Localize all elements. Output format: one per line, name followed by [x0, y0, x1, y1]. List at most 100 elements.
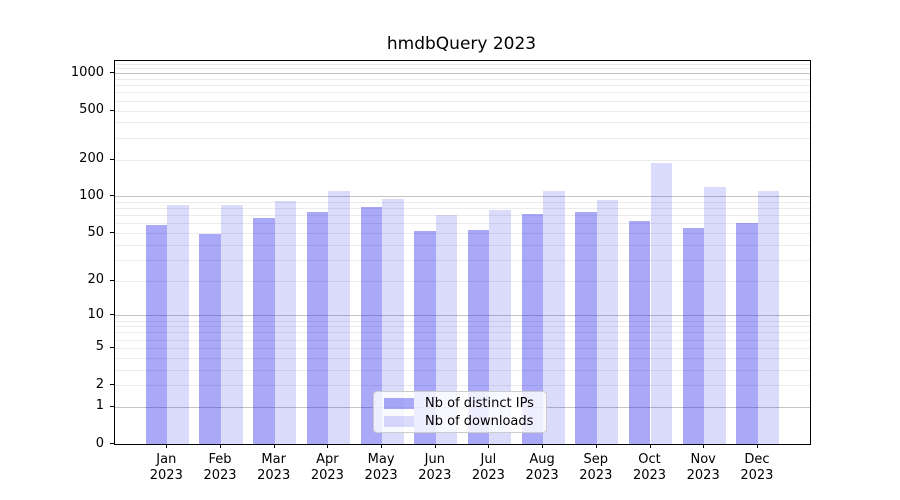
bar-nov-ips	[682, 228, 705, 444]
bar-dec-ips	[736, 223, 758, 444]
x-tick-mark	[756, 444, 758, 448]
bar-dec-downloads	[757, 190, 780, 444]
x-tick-mark	[220, 444, 221, 448]
x-tick-mark	[595, 444, 597, 448]
gridline	[115, 315, 810, 317]
y-tick-label: 100	[79, 187, 104, 203]
x-tick-mark	[381, 444, 383, 448]
plot-area	[114, 60, 811, 445]
bar-sep-downloads	[596, 199, 619, 444]
gridline	[115, 85, 810, 87]
gridline	[115, 208, 810, 210]
y-tick-mark	[110, 109, 114, 111]
legend-label-distinct-ips: Nb of distinct IPs	[425, 395, 534, 411]
y-tick-label: 500	[79, 102, 104, 117]
gridline	[115, 196, 810, 198]
gridline	[115, 320, 810, 322]
legend-swatch-distinct-ips	[384, 397, 414, 409]
bar-jun-downloads	[435, 214, 458, 444]
x-tick-label: Jan 2023	[149, 452, 183, 483]
gridline	[115, 68, 810, 70]
x-tick-label: Nov 2023	[686, 452, 720, 483]
gridline	[115, 369, 810, 371]
y-tick-mark	[110, 279, 114, 281]
bar-feb-ips	[199, 234, 221, 444]
y-tick-mark	[110, 195, 114, 197]
bar-jan-ips	[145, 225, 168, 444]
gridline	[115, 347, 810, 349]
legend-label-downloads: Nb of downloads	[425, 413, 534, 429]
x-tick-mark	[273, 444, 275, 448]
bar-mar-ips	[253, 218, 275, 444]
gridline	[115, 202, 810, 203]
y-tick-mark	[110, 72, 114, 74]
legend-row: Nb of distinct IPs	[384, 396, 538, 411]
x-tick-label: Mar 2023	[257, 452, 291, 483]
x-tick-mark	[166, 444, 168, 448]
gridline	[115, 332, 810, 334]
x-tick-mark	[542, 444, 544, 448]
x-tick-label: Apr 2023	[310, 452, 344, 483]
x-tick-label: Dec 2023	[740, 452, 774, 483]
chart-title: hmdbQuery 2023	[386, 34, 537, 54]
x-tick-label: Feb 2023	[203, 452, 237, 483]
legend-swatch-downloads	[384, 415, 414, 427]
bar-may-downloads	[382, 198, 404, 444]
bar-apr-ips	[306, 212, 329, 444]
gridline	[115, 92, 810, 94]
bar-sep-ips	[575, 212, 597, 444]
gridline	[115, 244, 810, 246]
bar-may-ips	[360, 206, 383, 444]
bar-jul-ips	[467, 230, 490, 444]
y-tick-label: 1000	[70, 64, 104, 80]
y-tick-label: 200	[79, 151, 104, 166]
bar-nov-downloads	[704, 186, 726, 444]
x-tick-label: Jul 2023	[471, 452, 505, 483]
bar-jul-downloads	[489, 210, 511, 444]
y-tick-mark	[110, 314, 114, 316]
gridline	[115, 357, 810, 359]
y-tick-mark	[110, 346, 114, 348]
gridline	[115, 223, 810, 225]
legend-row: Nb of downloads	[384, 414, 538, 429]
y-tick-mark	[110, 158, 114, 160]
gridline	[115, 339, 810, 341]
x-tick-label: Sep 2023	[579, 452, 613, 483]
bar-apr-downloads	[328, 191, 350, 444]
y-tick-label: 1	[95, 398, 104, 414]
bar-oct-ips	[628, 220, 651, 444]
x-tick-label: Aug 2023	[525, 452, 559, 483]
y-tick-mark	[110, 405, 114, 407]
x-tick-label: May 2023	[364, 452, 398, 483]
x-tick-mark	[434, 444, 436, 448]
bar-feb-downloads	[221, 205, 243, 444]
bar-jun-ips	[414, 231, 436, 444]
x-tick-mark	[488, 444, 490, 448]
gridline	[115, 215, 810, 217]
gridline	[115, 326, 810, 328]
bar-oct-downloads	[650, 162, 673, 444]
x-tick-mark	[327, 444, 329, 448]
y-tick-mark	[110, 384, 114, 386]
x-tick-label: Oct 2023	[632, 452, 667, 483]
gridline	[115, 110, 810, 112]
y-tick-mark	[110, 443, 114, 444]
bar-aug-downloads	[543, 190, 565, 444]
gridline	[115, 137, 810, 139]
gridline	[115, 233, 810, 234]
gridline	[115, 63, 810, 65]
y-tick-label: 10	[87, 306, 104, 322]
gridline	[115, 73, 810, 75]
gridline	[115, 259, 810, 261]
y-tick-mark	[110, 232, 114, 233]
x-tick-mark	[703, 444, 705, 448]
gridline	[115, 385, 810, 387]
gridline	[115, 79, 810, 80]
y-tick-label: 2	[95, 376, 104, 392]
legend: Nb of distinct IPs Nb of downloads	[373, 391, 547, 433]
x-tick-label: Jun 2023	[418, 452, 452, 483]
y-tick-label: 5	[95, 339, 104, 355]
bar-mar-downloads	[274, 200, 297, 444]
y-tick-label: 0	[95, 435, 104, 451]
